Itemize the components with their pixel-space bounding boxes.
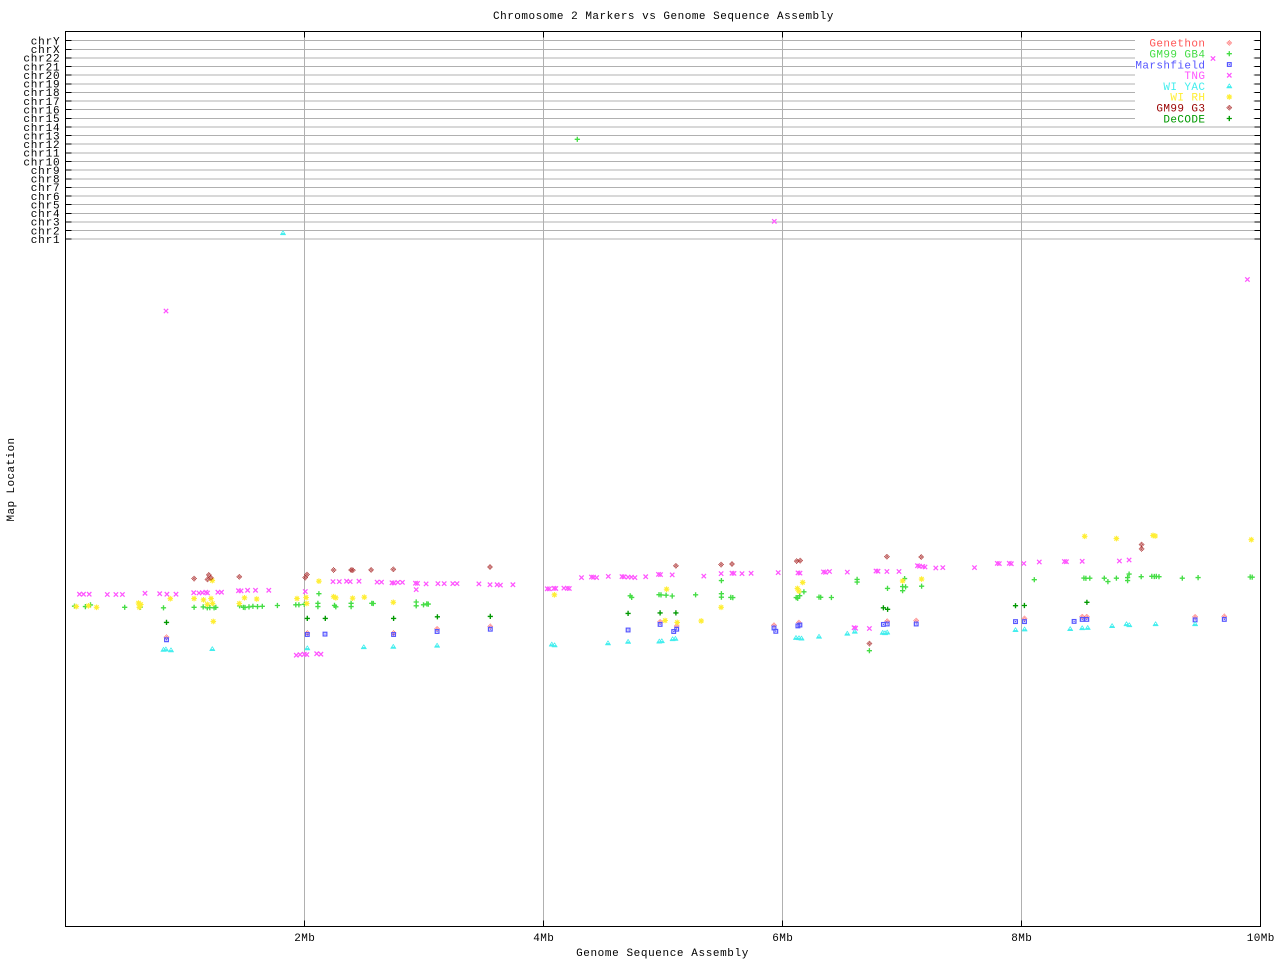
svg-text:GM99 GB4: GM99 GB4 [1149, 50, 1205, 62]
svg-text:chr2: chr2 [31, 226, 61, 238]
svg-text:chr4: chr4 [31, 209, 61, 221]
svg-text:chr20: chr20 [23, 71, 60, 83]
svg-text:chr10: chr10 [23, 157, 60, 169]
svg-text:chr9: chr9 [31, 166, 61, 178]
svg-text:chr18: chr18 [23, 88, 60, 100]
svg-text:GM99 G3: GM99 G3 [1156, 104, 1205, 116]
svg-text:WI YAC: WI YAC [1163, 82, 1205, 94]
svg-text:chr13: chr13 [23, 131, 60, 143]
svg-text:4Mb: 4Mb [533, 933, 554, 945]
svg-text:Marshfield: Marshfield [1135, 60, 1205, 72]
svg-text:chr22: chr22 [23, 54, 60, 66]
svg-text:Chromosome 2 Markers vs Genome: Chromosome 2 Markers vs Genome Sequence … [493, 11, 834, 23]
svg-text:DeCODE: DeCODE [1163, 114, 1205, 126]
svg-text:WI RH: WI RH [1170, 93, 1205, 105]
svg-text:chrX: chrX [31, 45, 61, 57]
svg-text:10Mb: 10Mb [1247, 933, 1275, 945]
svg-text:chr12: chr12 [23, 140, 60, 152]
svg-text:chrY: chrY [31, 36, 61, 48]
svg-text:8Mb: 8Mb [1011, 933, 1032, 945]
svg-text:chr1: chr1 [31, 235, 61, 247]
svg-text:chr14: chr14 [23, 123, 60, 135]
svg-text:Genethon: Genethon [1149, 39, 1205, 51]
svg-text:chr6: chr6 [31, 192, 61, 204]
svg-text:chr5: chr5 [31, 201, 61, 213]
svg-text:chr15: chr15 [23, 114, 60, 126]
svg-text:Genome Sequence Assembly: Genome Sequence Assembly [576, 948, 749, 960]
svg-text:chr16: chr16 [23, 106, 60, 118]
svg-text:chr8: chr8 [31, 175, 61, 187]
svg-text:chr11: chr11 [23, 149, 60, 161]
svg-text:chr3: chr3 [31, 218, 61, 230]
svg-text:chr21: chr21 [23, 62, 60, 74]
svg-text:6Mb: 6Mb [772, 933, 793, 945]
svg-text:TNG: TNG [1184, 71, 1205, 83]
svg-text:chr19: chr19 [23, 80, 60, 92]
svg-text:chr7: chr7 [31, 183, 61, 195]
svg-text:chr17: chr17 [23, 97, 60, 109]
svg-text:2Mb: 2Mb [294, 933, 315, 945]
svg-text:Map Location: Map Location [6, 437, 18, 521]
